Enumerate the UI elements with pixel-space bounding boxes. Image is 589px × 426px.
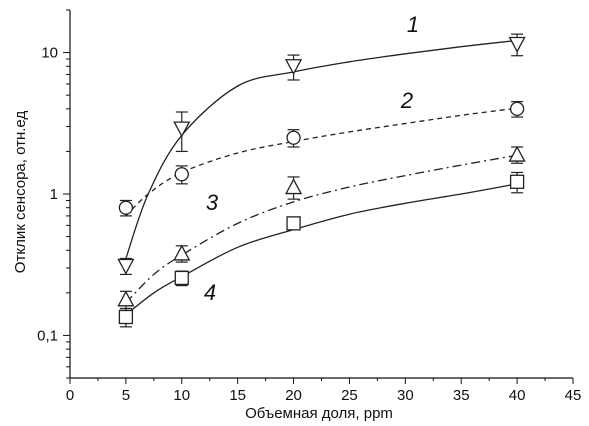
series-2-point [509, 101, 525, 117]
y-tick-label: 1 [50, 186, 58, 203]
x-tick-label: 45 [565, 387, 582, 404]
y-axis-title: Отклик сенсора, отн.ед [12, 111, 29, 274]
series-4-curve [125, 183, 518, 316]
series-2-point [174, 167, 189, 182]
series-1-point [117, 258, 135, 275]
series-4-label: 4 [204, 280, 216, 305]
y-tick-label: 10 [41, 45, 58, 62]
x-tick-label: 0 [66, 387, 74, 404]
series-1-point [173, 121, 191, 138]
series-4-point [509, 174, 525, 189]
series-4-point [286, 216, 301, 231]
series-3-point [117, 290, 135, 307]
series-4-point [118, 309, 134, 325]
x-tick-label: 15 [229, 387, 246, 404]
x-tick-label: 10 [173, 387, 190, 404]
x-tick-label: 40 [509, 387, 526, 404]
x-axis-title: Объемная доля, ppm [245, 405, 393, 422]
series-1-point [508, 36, 526, 53]
series-3-point [284, 178, 303, 195]
series-1-curve [125, 39, 518, 259]
x-tick-label: 30 [397, 387, 414, 404]
x-tick-label: 35 [453, 387, 470, 404]
series-2-label: 2 [400, 88, 413, 113]
series-3-curve [125, 154, 518, 304]
axes: 0 5 10 15 20 25 30 35 40 45 0,1 1 10 [37, 9, 582, 404]
series-3-label: 3 [206, 190, 219, 215]
x-tick-label: 5 [122, 387, 130, 404]
series-2-point [118, 200, 134, 215]
series-4-point [174, 270, 189, 286]
series-3-point [173, 244, 191, 261]
x-tick-label: 20 [285, 387, 302, 404]
series-1-point [284, 59, 303, 76]
y-tick-label: 0,1 [37, 327, 58, 344]
series-labels: 1 2 3 4 [204, 12, 419, 305]
series-2-point [286, 130, 301, 145]
x-tick-label: 25 [341, 387, 358, 404]
plot-area [117, 33, 526, 328]
series-1-label: 1 [407, 12, 419, 37]
series-3-point [508, 145, 526, 162]
